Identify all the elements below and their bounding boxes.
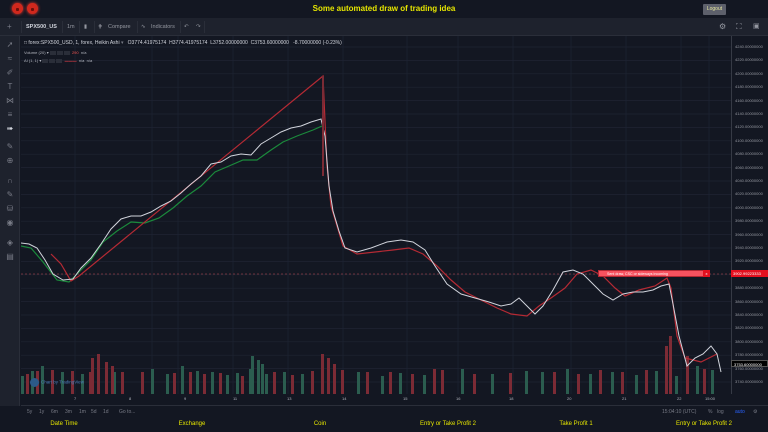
divider — [62, 21, 63, 33]
divider — [94, 21, 95, 33]
divider — [21, 21, 22, 33]
legend-close-icon[interactable] — [56, 58, 63, 63]
range-6m[interactable]: 6m — [51, 409, 58, 415]
order-close-button[interactable]: x — [703, 270, 710, 277]
indicators-icon[interactable]: ∿ — [141, 24, 146, 30]
legend-eye-icon[interactable] — [42, 58, 49, 63]
brush-icon[interactable]: ✐ — [6, 68, 14, 77]
undo-icon[interactable]: ↶ — [184, 24, 189, 30]
ruler-icon[interactable]: ✎ — [6, 142, 14, 151]
order-line-label[interactable]: Sent draw, CSC or sideways incoming — [598, 270, 704, 277]
record-icon-2[interactable] — [27, 3, 38, 14]
legend-settings-icon[interactable] — [56, 50, 63, 55]
redo-icon[interactable]: ↷ — [196, 24, 201, 30]
tradingview-watermark[interactable]: Chart by TradingView — [30, 378, 84, 387]
footer-tp1: Take Profit 1 — [559, 421, 593, 427]
axis-settings-icon[interactable]: ⚙ — [753, 409, 758, 415]
percent-toggle[interactable]: % — [708, 409, 713, 415]
legend-settings-icon[interactable] — [49, 58, 56, 63]
app-title: Some automated draw of trading idea — [312, 4, 456, 13]
footer-entry-tp2-b: Entry or Take Profit 2 — [676, 421, 732, 427]
volume-legend[interactable]: Volume (20) ▾ 290 n/a — [24, 50, 87, 55]
range-1m[interactable]: 1m — [79, 409, 86, 415]
magnet-icon[interactable]: ∩ — [7, 176, 13, 185]
divider — [204, 21, 205, 33]
fullscreen-icon[interactable]: ⛶ — [736, 22, 742, 31]
price-axis[interactable]: 4240.00000000 4220.00000000 4200.0000000… — [731, 36, 768, 394]
goto-button[interactable]: Go to... — [119, 409, 136, 415]
layers-icon[interactable]: ◈ — [6, 238, 14, 247]
text-icon[interactable]: T — [7, 82, 13, 91]
divider — [137, 21, 138, 33]
time-axis[interactable]: 7 8 9 11 13 14 15 16 18 20 21 22 15:00 — [74, 396, 716, 401]
logout-button[interactable]: Logout — [703, 4, 726, 15]
range-1d[interactable]: 1d — [103, 409, 109, 415]
clock: 15:04:10 (UTC) — [662, 409, 697, 415]
cloud-icon — [30, 378, 39, 387]
range-1y[interactable]: 1y — [39, 409, 45, 415]
log-toggle[interactable]: log — [717, 409, 724, 415]
grid — [21, 36, 731, 394]
auto-toggle[interactable]: auto — [735, 409, 745, 415]
legend-close-icon[interactable] — [63, 50, 70, 55]
indicators-button[interactable]: Indicators — [151, 24, 175, 30]
zoom-in-icon[interactable]: ⊕ — [6, 156, 14, 165]
footer-coin: Coin — [313, 421, 327, 427]
legend-checkbox[interactable]: □ — [24, 40, 29, 46]
eye-icon[interactable]: ◉ — [6, 218, 14, 227]
interval-button[interactable]: 1m — [67, 24, 75, 30]
prediction-icon[interactable]: ≡ — [7, 110, 13, 119]
current-price-tag: 3753.60000000 — [731, 360, 768, 367]
camera-icon[interactable]: ▣ — [753, 23, 760, 30]
compare-icon[interactable]: ⋕ — [98, 24, 103, 30]
drawing-toolbar: ➚ ≈ ✐ T ⋈ ≡ ➠ ✎ ⊕ ∩ ✎ ⛁ ◉ ◈ ▤ — [0, 36, 20, 406]
compare-button[interactable]: Compare — [108, 24, 131, 30]
trash-icon[interactable]: ▤ — [6, 252, 14, 261]
footer-date-time: Date Time — [50, 421, 78, 427]
pitchfork-icon[interactable]: ≈ — [7, 54, 13, 63]
footer-bar: Date Time Exchange Coin Entry or Take Pr… — [0, 418, 768, 432]
divider — [79, 21, 80, 33]
range-3m[interactable]: 3m — [65, 409, 72, 415]
pattern-icon[interactable]: ⋈ — [6, 96, 14, 105]
ai-legend[interactable]: AI (1, 1) ▾ ▬▬▬ n/a n/a — [24, 58, 93, 63]
footer-entry-tp2: Entry or Take Profit 2 — [420, 421, 476, 427]
back-arrow-icon[interactable]: ➠ — [6, 124, 14, 133]
chart-type-icon[interactable]: ▮ — [84, 24, 88, 30]
lock-icon[interactable]: ⛁ — [6, 204, 14, 213]
order-price-tag: 3902.99223333 — [731, 270, 768, 277]
range-5d[interactable]: 5d — [91, 409, 97, 415]
support-line — [20, 125, 323, 283]
range-5y[interactable]: 5y — [27, 409, 33, 415]
legend-eye-icon[interactable] — [49, 50, 56, 55]
price-line — [20, 118, 722, 373]
series-legend[interactable]: □ forex:SPX500_USD, 1, forex, Heikin Ash… — [24, 40, 342, 46]
volume-histogram — [21, 336, 714, 394]
symbol-search[interactable]: SPX500_US — [26, 24, 57, 30]
chart-canvas[interactable] — [20, 36, 731, 406]
resistance-line — [50, 74, 718, 363]
crosshair-icon[interactable]: + — [7, 22, 12, 31]
record-icon[interactable] — [12, 3, 23, 14]
stay-drawing-icon[interactable]: ✎ — [6, 190, 14, 199]
settings-icon[interactable]: ⚙ — [719, 22, 727, 31]
trend-line-icon[interactable]: ➚ — [6, 40, 14, 49]
bottom-toolbar: 5y 1y 6m 3m 1m 5d 1d Go to... 15:04:10 (… — [21, 405, 768, 418]
footer-exchange: Exchange — [178, 421, 206, 427]
divider — [180, 21, 181, 33]
chart-toolbar: + SPX500_US 1m ▮ ⋕ Compare ∿ Indicators … — [0, 18, 768, 36]
top-bar: Some automated draw of trading idea Logo… — [0, 0, 768, 18]
